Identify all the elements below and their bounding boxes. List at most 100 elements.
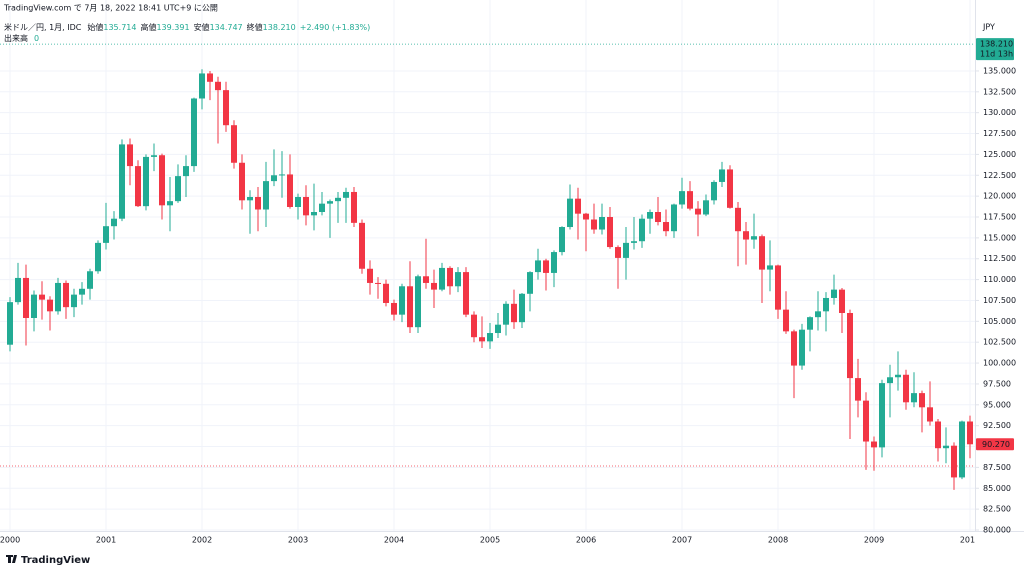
candle-body bbox=[919, 393, 925, 408]
x-tick-group: 2005 bbox=[480, 536, 500, 545]
x-tick-group: 2000 bbox=[0, 536, 20, 545]
candle-body bbox=[71, 294, 77, 308]
candle-body bbox=[887, 377, 893, 384]
y-tick-label: 102.500 bbox=[983, 338, 1016, 347]
x-tick-group: 2001 bbox=[96, 536, 116, 545]
ohlc-legend: 米ドル／円, 1月, IDC 始値135.714 高値139.391 安値134.74… bbox=[4, 22, 370, 32]
legend-name: 終値 bbox=[247, 22, 263, 32]
candle-body bbox=[943, 445, 949, 449]
candle-body bbox=[23, 277, 29, 318]
x-tick-label: 2008 bbox=[768, 536, 788, 545]
brand: TradingView bbox=[6, 555, 90, 566]
x-tick-group: 2003 bbox=[288, 536, 308, 545]
candle-body bbox=[879, 383, 885, 448]
candle-body bbox=[471, 314, 477, 338]
candle-body bbox=[79, 288, 85, 295]
candle-body bbox=[335, 197, 341, 202]
candle-body bbox=[511, 303, 517, 323]
candle-body bbox=[647, 212, 653, 219]
legend-value: 138.210 bbox=[263, 23, 296, 32]
symbol: 米ドル／円, 1月, IDC bbox=[4, 22, 82, 32]
candle-body bbox=[927, 407, 933, 422]
candle-body bbox=[15, 277, 21, 303]
close-label-box bbox=[976, 438, 1014, 451]
legend-value: 139.391 bbox=[156, 23, 189, 32]
y-tick-label: 80.000 bbox=[983, 526, 1011, 535]
candle-body bbox=[239, 162, 245, 201]
candle-body bbox=[399, 286, 405, 315]
candle-body bbox=[823, 297, 829, 312]
candle-body bbox=[383, 283, 389, 303]
candle-body bbox=[7, 302, 13, 345]
candle-body bbox=[815, 311, 821, 318]
x-tick-label: 2006 bbox=[576, 536, 596, 545]
candle-body bbox=[839, 289, 845, 313]
volume-label: 出来高 bbox=[4, 33, 28, 43]
y-tick-label: 135.000 bbox=[983, 66, 1016, 75]
countdown: 11d 13h bbox=[980, 50, 1013, 59]
currency: JPY bbox=[982, 23, 995, 32]
y-tick-label: 82.500 bbox=[983, 505, 1011, 514]
candle-body bbox=[951, 445, 957, 478]
candle-body bbox=[175, 176, 181, 202]
candle-body bbox=[327, 201, 333, 204]
x-tick-group: 2007 bbox=[672, 536, 692, 545]
axes: 80.00082.50085.00087.50090.00092.50095.0… bbox=[0, 38, 1016, 545]
candle-body bbox=[207, 73, 213, 82]
candle-body bbox=[695, 208, 701, 215]
candle-body bbox=[295, 196, 301, 207]
published-note: TradingView.com で 7月 18, 2022 18:41 UTC+… bbox=[3, 4, 218, 13]
candle-body bbox=[359, 222, 365, 269]
candle-body bbox=[911, 393, 917, 403]
candle-body bbox=[423, 276, 429, 283]
candle-body bbox=[543, 260, 549, 273]
x-tick-label: 2009 bbox=[864, 536, 884, 545]
x-tick-label: 2010 bbox=[960, 536, 980, 545]
y-tick-label: 107.500 bbox=[983, 296, 1016, 305]
candle-body bbox=[503, 303, 509, 325]
candle-body bbox=[47, 299, 53, 312]
candle-body bbox=[583, 213, 589, 220]
x-tick-label: 2005 bbox=[480, 536, 500, 545]
candle-body bbox=[959, 421, 965, 478]
candle-body bbox=[231, 125, 237, 163]
candle-body bbox=[447, 267, 453, 287]
volume-value: 0 bbox=[34, 34, 39, 43]
candle-body bbox=[807, 317, 813, 330]
x-tick-label: 2002 bbox=[192, 536, 212, 545]
y-tick-label: 85.000 bbox=[983, 484, 1011, 493]
candle-body bbox=[847, 312, 853, 379]
candle-body bbox=[279, 174, 285, 176]
candle-body bbox=[39, 294, 45, 300]
y-tick-label: 115.000 bbox=[983, 233, 1016, 242]
candle-body bbox=[615, 247, 621, 258]
price-label-box bbox=[976, 38, 1014, 61]
candle-body bbox=[247, 196, 253, 201]
candle-body bbox=[127, 144, 133, 167]
candle-body bbox=[103, 226, 109, 243]
x-tick-label: 2000 bbox=[0, 536, 20, 545]
legend-name: 始値 bbox=[87, 22, 103, 32]
candle-body bbox=[519, 293, 525, 323]
candle-body bbox=[671, 204, 677, 232]
candle-body bbox=[183, 166, 189, 177]
candle-body bbox=[495, 324, 501, 334]
y-tick-label: 95.000 bbox=[983, 400, 1011, 409]
candle-body bbox=[679, 191, 685, 205]
candle-body bbox=[903, 374, 909, 403]
y-tick-label: 132.500 bbox=[983, 87, 1016, 96]
legend-value: 135.714 bbox=[103, 23, 136, 32]
candle-body bbox=[935, 421, 941, 449]
candle-body bbox=[751, 236, 757, 240]
x-tick-label: 2004 bbox=[384, 536, 404, 545]
candle-body bbox=[855, 378, 861, 401]
candle-body bbox=[95, 242, 101, 272]
candle-body bbox=[199, 73, 205, 99]
y-tick-label: 97.500 bbox=[983, 379, 1011, 388]
legend-value: 134.747 bbox=[210, 23, 243, 32]
candle-body bbox=[487, 333, 493, 342]
candle-body bbox=[255, 196, 261, 210]
volume-legend: 出来高 0 bbox=[4, 33, 39, 43]
candle-body bbox=[55, 282, 61, 312]
